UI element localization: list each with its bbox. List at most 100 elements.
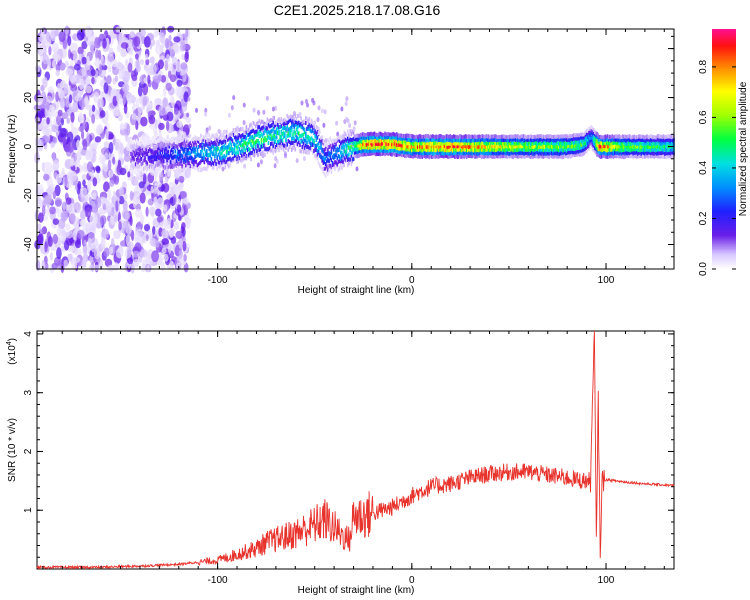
ridge-cell — [587, 140, 589, 145]
ridge-cell — [260, 140, 263, 145]
ridge-cell — [546, 134, 548, 139]
ridge-cell — [364, 148, 366, 153]
ridge-cell — [596, 142, 598, 147]
noise-blob — [166, 217, 172, 224]
ridge-cell — [240, 127, 243, 132]
ridge-cell — [277, 126, 279, 131]
ridge-cell — [626, 151, 629, 156]
noise-blob — [174, 256, 178, 263]
ridge-cell — [667, 134, 669, 139]
ridge-cell — [498, 154, 500, 159]
ridge-cell — [547, 144, 549, 149]
ridge-cell — [667, 151, 669, 156]
ridge-cell — [335, 164, 337, 169]
noise-blob — [84, 95, 89, 107]
ridge-cell — [478, 141, 481, 146]
ridge-cell — [615, 143, 617, 148]
ridge-cell — [503, 153, 505, 158]
ridge-cell — [644, 135, 646, 140]
ridge-cell — [349, 129, 351, 134]
ridge-cell — [658, 134, 660, 139]
ridge-cell — [596, 148, 598, 153]
ridge-cell — [404, 146, 406, 151]
noise-blob — [176, 204, 182, 213]
noise-blob — [134, 208, 143, 218]
ridge-cell — [150, 159, 152, 163]
ridge-cell — [615, 150, 617, 155]
noise-blob — [88, 196, 93, 205]
ridge-cell — [186, 151, 188, 156]
noise-blob — [180, 42, 186, 52]
ridge-cell — [420, 151, 422, 156]
ridge-cell — [649, 154, 652, 159]
noise-blob — [42, 54, 49, 65]
ridge-cell — [355, 154, 357, 159]
ridge-cell — [612, 135, 615, 140]
ridge-cell — [592, 147, 595, 152]
ridge-cell — [206, 158, 208, 163]
ridge-cell — [436, 135, 439, 140]
noise-blob — [62, 136, 67, 146]
ridge-cell — [393, 145, 396, 150]
ridge-cell — [242, 143, 244, 148]
ridge-cell — [433, 141, 435, 146]
ridge-cell — [486, 137, 489, 142]
ridge-cell — [394, 133, 397, 138]
noise-blob — [115, 248, 124, 259]
ridge-cell — [331, 154, 334, 159]
ridge-cell — [229, 140, 231, 145]
ridge-cell — [610, 154, 612, 159]
noise-blob — [44, 241, 48, 253]
ridge-cell — [208, 133, 210, 138]
ridge-cell — [547, 148, 549, 152]
ridge-cell — [333, 164, 335, 169]
ridge-cell — [275, 131, 278, 136]
ridge-cell — [561, 147, 563, 152]
ridge-cell — [642, 147, 645, 152]
ridge-cell — [491, 141, 493, 145]
ridge-cell — [647, 145, 650, 149]
ridge-cell — [574, 147, 576, 152]
ridge-cell — [555, 144, 558, 149]
ridge-cell — [472, 150, 475, 155]
ridge-cell — [468, 151, 470, 155]
ridge-cell — [193, 142, 195, 147]
ridge-cell — [525, 153, 527, 158]
noise-blob — [81, 40, 88, 50]
ridge-cell — [159, 136, 161, 141]
ridge-cell — [494, 151, 497, 156]
ridge-cell — [393, 141, 396, 146]
ridge-cell — [197, 162, 200, 167]
ridge-cell — [641, 150, 644, 155]
ridge-cell — [634, 138, 637, 143]
ridge-cell — [475, 135, 477, 140]
ridge-cell — [576, 146, 579, 150]
ridge-cell — [183, 157, 186, 162]
ridge-cell — [404, 150, 406, 155]
noise-blob — [163, 253, 169, 262]
ridge-cell — [239, 134, 242, 139]
ridge-cell — [393, 138, 396, 143]
noise-blob — [169, 228, 175, 238]
ridge-cell — [190, 148, 193, 153]
ridge-cell — [634, 135, 637, 140]
ridge-cell — [144, 165, 146, 170]
ridge-cell — [132, 148, 135, 153]
ridge-cell — [338, 154, 341, 159]
noise-blob — [162, 97, 168, 108]
ridge-cell — [644, 144, 646, 149]
ridge-cell — [591, 139, 594, 143]
ridge-cell — [571, 140, 574, 145]
ridge-cell — [545, 143, 547, 148]
ridge-cell — [627, 154, 630, 158]
ridge-cell — [390, 139, 392, 144]
ridge-cell — [402, 133, 405, 138]
ridge-cell — [566, 134, 568, 139]
ridge-cell — [412, 151, 414, 156]
ridge-cell — [251, 150, 253, 155]
ridge-cell — [595, 131, 597, 136]
ridge-cell — [543, 147, 546, 152]
ridge-cell — [570, 144, 573, 149]
ridge-cell — [240, 138, 243, 143]
ridge-cell — [554, 141, 556, 146]
